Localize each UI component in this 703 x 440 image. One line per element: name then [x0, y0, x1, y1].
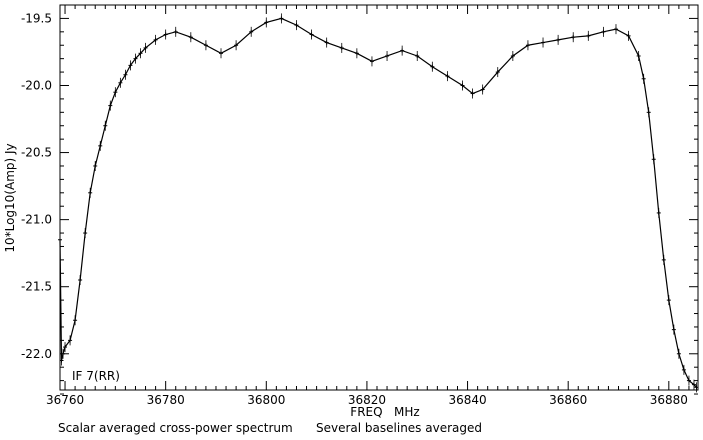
data-point	[369, 59, 374, 64]
data-point	[636, 53, 641, 58]
spectrum-line	[59, 17, 697, 388]
data-point	[676, 351, 681, 356]
data-point	[681, 367, 686, 372]
data-point	[671, 327, 676, 332]
data-point	[88, 190, 93, 195]
data-point	[219, 51, 224, 56]
data-point	[264, 20, 269, 25]
x-tick-label: 36840	[448, 393, 486, 407]
data-point	[138, 51, 143, 56]
data-point	[98, 143, 103, 148]
data-point	[400, 48, 405, 53]
data-point	[541, 40, 546, 45]
data-point	[83, 231, 88, 236]
data-point	[108, 103, 113, 108]
x-tick-label: 36820	[348, 393, 386, 407]
data-point	[78, 278, 83, 282]
data-point	[339, 45, 344, 50]
data-point	[59, 358, 64, 363]
data-point	[63, 345, 68, 350]
x-tick-label: 36860	[549, 393, 587, 407]
data-point	[234, 43, 239, 48]
data-point	[249, 29, 254, 34]
data-point	[480, 87, 485, 92]
y-tick-label: -21.0	[21, 213, 52, 227]
data-point	[58, 237, 62, 242]
x-tick-label: 36800	[247, 393, 285, 407]
data-point	[656, 210, 661, 215]
data-point	[495, 70, 500, 75]
x-tick-label: 36880	[650, 393, 688, 407]
data-point	[133, 56, 138, 61]
data-point	[143, 45, 148, 50]
data-point	[113, 90, 118, 95]
data-point	[646, 110, 651, 115]
data-point	[601, 29, 606, 34]
error-bars	[59, 13, 697, 393]
data-point	[203, 43, 208, 48]
data-points	[58, 16, 699, 390]
data-point	[73, 318, 78, 323]
x-tick-labels: 36760 36780 36800 36820 36840 36860 36880	[46, 393, 688, 407]
y-tick-label: -21.5	[21, 280, 52, 294]
x-tick-label: 36780	[147, 393, 185, 407]
caption-left: Scalar averaged cross-power spectrum	[58, 421, 293, 435]
panel-label: IF 7(RR)	[72, 369, 120, 383]
data-point	[470, 91, 475, 96]
y-tick-label: -19.5	[21, 11, 52, 25]
data-point	[188, 35, 193, 40]
data-point	[279, 16, 284, 21]
data-point	[118, 80, 123, 85]
data-point	[93, 163, 98, 168]
data-point	[163, 32, 168, 37]
data-point	[430, 64, 435, 69]
data-point	[641, 76, 646, 81]
y-tick-label: -20.5	[21, 146, 52, 160]
plot-frame	[59, 4, 699, 391]
data-point	[666, 298, 671, 303]
data-point	[153, 37, 158, 42]
data-point	[68, 338, 73, 343]
data-point	[510, 53, 515, 58]
data-point	[385, 53, 390, 58]
x-tick-label: 36760	[46, 393, 84, 407]
data-point	[128, 63, 133, 68]
data-point	[694, 385, 699, 390]
y-tick-labels: -19.5 -20.0 -20.5 -21.0 -21.5 -22.0	[21, 11, 52, 360]
data-point	[613, 27, 618, 32]
caption-right: Several baselines averaged	[316, 421, 482, 435]
data-point	[586, 33, 591, 38]
data-point	[354, 51, 359, 56]
data-point	[651, 157, 656, 162]
data-point	[626, 33, 631, 38]
data-point	[571, 35, 576, 40]
data-point	[460, 83, 465, 88]
data-point	[294, 23, 299, 28]
data-point	[556, 37, 561, 42]
y-tick-label: -22.0	[21, 347, 52, 361]
data-point	[691, 382, 696, 387]
data-point	[173, 29, 178, 34]
y-tick-label: -20.0	[21, 78, 52, 92]
data-point	[324, 40, 329, 45]
data-point	[415, 53, 420, 58]
data-point	[309, 32, 314, 37]
data-point	[445, 74, 450, 79]
y-axis-title: 10*Log10(Amp) Jy	[3, 143, 17, 252]
data-point	[686, 378, 691, 383]
data-point	[103, 123, 108, 128]
data-point	[61, 351, 66, 356]
data-point	[661, 257, 666, 262]
data-point	[525, 43, 530, 48]
axis-ticks	[60, 4, 698, 395]
data-point	[123, 72, 128, 77]
x-axis-title: FREQ MHz	[350, 405, 419, 419]
